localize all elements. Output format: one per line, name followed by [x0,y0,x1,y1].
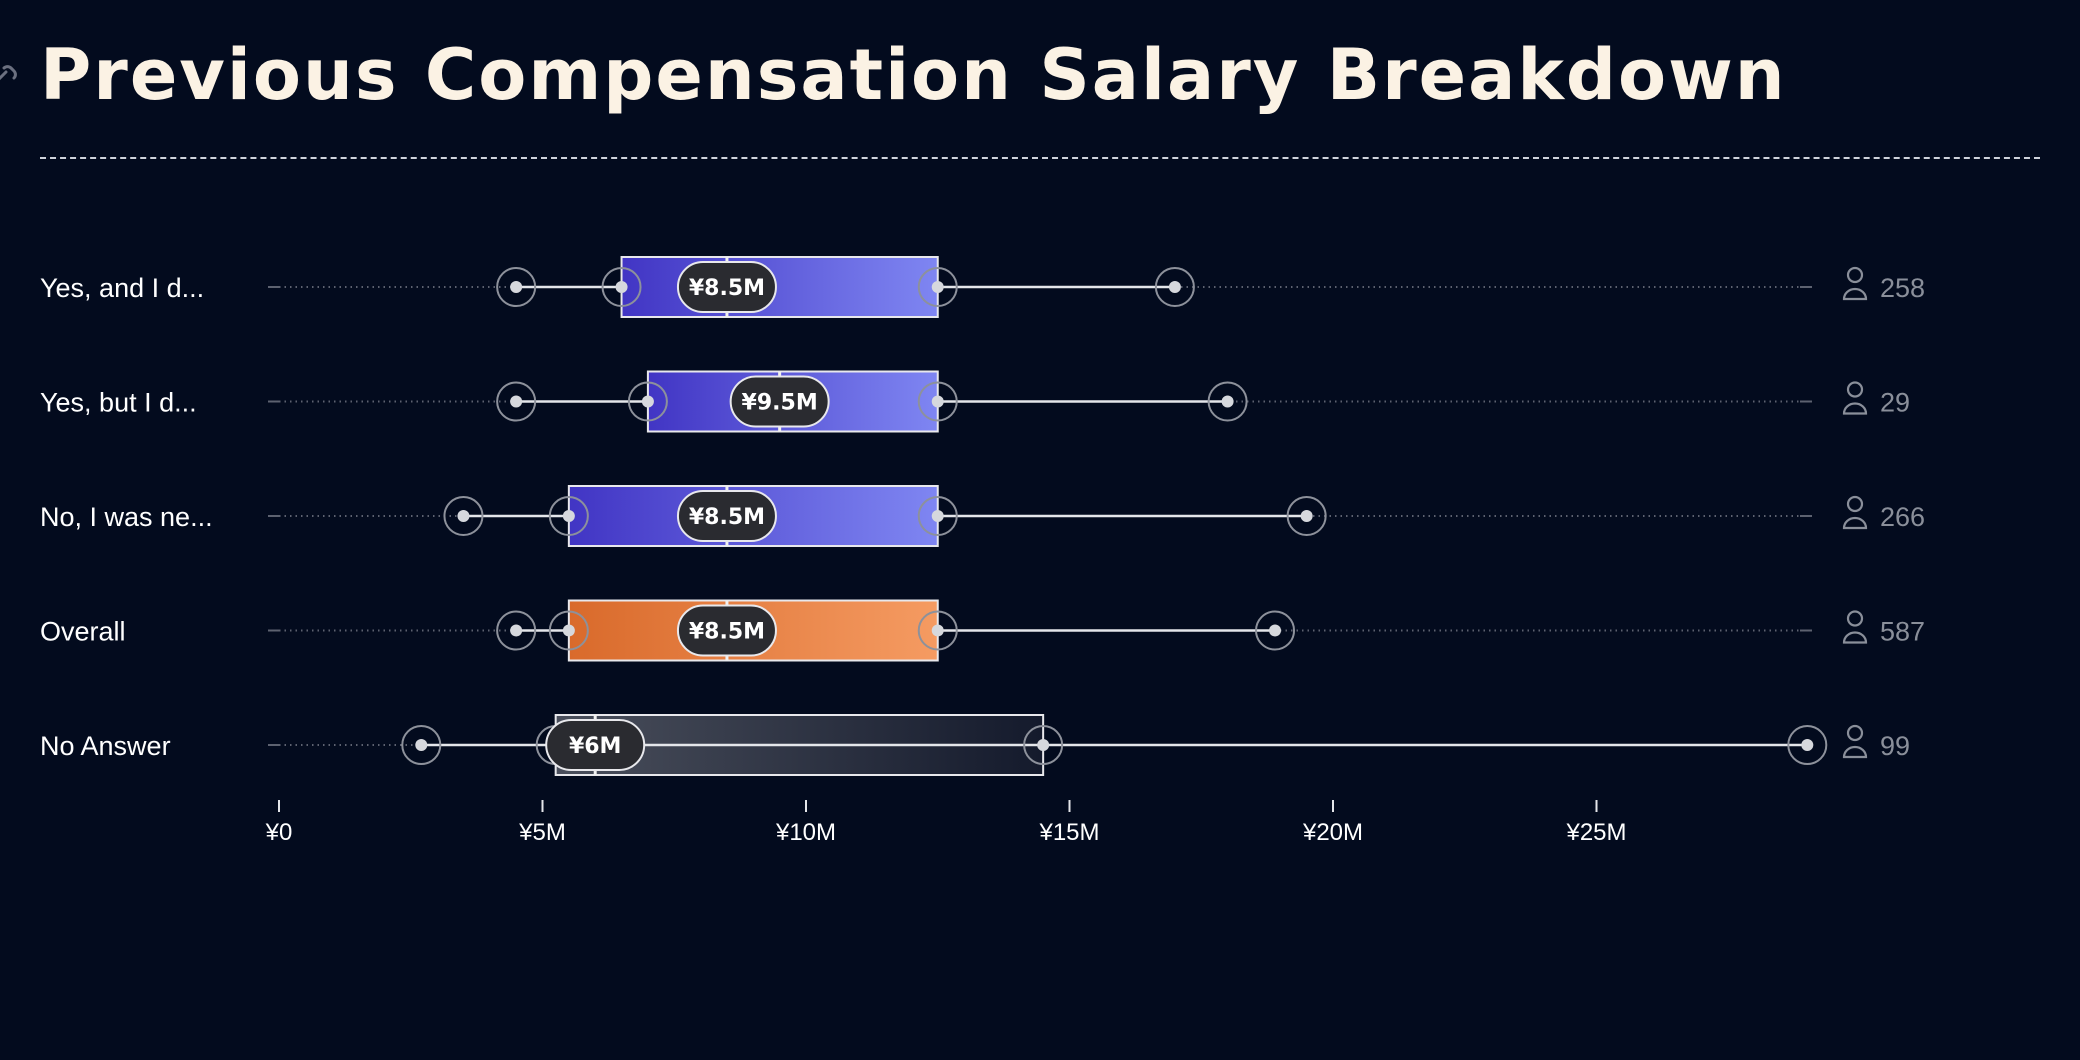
q3-point [917,496,958,536]
page-title: Previous Compensation Salary Breakdown [40,34,1787,116]
row-label: No Answer [40,731,171,761]
title-divider [40,157,2040,159]
row-count: 266 [1880,502,1925,532]
person-icon [1842,381,1868,415]
median-badge [545,719,646,771]
x-axis: ¥0 ¥5M ¥10M ¥15M ¥20M ¥25M [265,800,1627,846]
min-point [443,496,484,536]
min-point [496,381,537,422]
median-label: ¥8.5M [689,276,765,301]
row-count: 258 [1880,273,1925,303]
boxplot-rows: Yes, and I d... ¥8.5M 258 Yes, but I d... ¥9… [40,256,1925,776]
median-badge [729,375,830,428]
x-tick: ¥10M [775,800,836,846]
max-point [1787,725,1828,765]
median-badge [676,490,777,542]
person-icon [1842,266,1868,301]
min-point [496,267,537,307]
q1-point [548,496,589,536]
min-point [401,725,442,765]
row-count: 587 [1880,617,1925,647]
person-icon [1842,610,1868,644]
boxplot-row: Yes, but I d... ¥9.5M 29 [40,370,1910,433]
x-tick-label: ¥10M [775,819,836,846]
x-tick: ¥25M [1565,800,1627,846]
x-tick-label: ¥0 [265,819,293,846]
x-tick: ¥20M [1302,800,1363,846]
x-tick-label: ¥20M [1302,819,1363,846]
boxplot-row: Yes, and I d... ¥8.5M 258 [40,256,1925,318]
row-count: 99 [1880,731,1910,761]
q3-point [1023,725,1064,765]
person-icon [1842,495,1868,530]
q3-point [917,267,958,307]
x-tick: ¥5M [518,800,566,846]
iqr-box [620,256,939,318]
boxplot-row: No Answer ¥6M 99 [40,714,1910,776]
median-label: ¥8.5M [689,505,765,530]
max-point [1207,381,1248,422]
q3-point [917,610,958,651]
boxplot-row: Overall ¥8.5M 587 [40,599,1925,662]
q1-point [627,381,668,422]
boxplot-row: No, I was ne... ¥8.5M 266 [40,485,1925,547]
max-point [1255,610,1296,651]
q3-point [917,381,958,422]
x-tick-label: ¥15M [1038,819,1099,846]
median-label: ¥6M [569,734,622,759]
row-label: Yes, but I d... [40,388,197,418]
max-point [1154,267,1195,307]
row-label: Overall [40,617,126,647]
median-badge [676,604,777,657]
median-badge [676,261,777,313]
x-tick: ¥0 [265,800,293,846]
row-count: 29 [1880,388,1910,418]
x-tick-label: ¥25M [1565,819,1626,846]
row-label: Yes, and I d... [40,273,204,303]
median-label: ¥9.5M [742,391,818,416]
row-label: No, I was ne... [40,502,213,532]
q1-point [601,267,642,307]
q1-point [548,610,589,651]
median-label: ¥8.5M [689,620,765,645]
min-point [496,610,537,651]
x-tick: ¥15M [1038,800,1100,846]
link-icon [0,65,17,81]
max-point [1286,496,1327,536]
x-tick-label: ¥5M [518,819,566,846]
person-icon [1842,724,1868,759]
